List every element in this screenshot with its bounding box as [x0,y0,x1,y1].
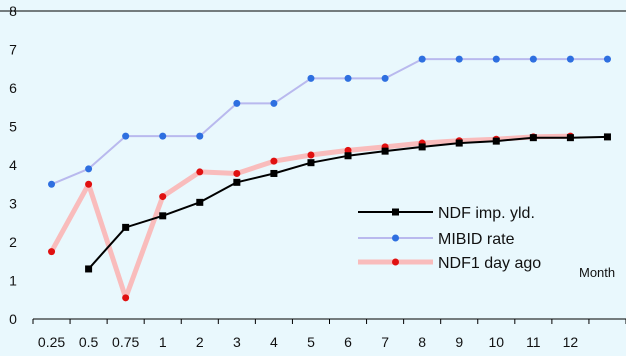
data-point [566,134,574,142]
data-point [196,168,204,176]
x-tick-label: 0.75 [112,334,139,350]
x-tick-label: 6 [344,334,352,350]
legend-item: NDF imp. yld. [358,205,535,222]
data-point [344,146,352,154]
data-point [233,169,241,177]
x-tick-label: 8 [418,334,426,350]
x-tick-label: 3 [233,334,241,350]
x-tick-label: 9 [455,334,463,350]
data-point [122,294,130,302]
x-axis-label: Month [579,265,615,280]
data-point [492,137,500,145]
data-point [159,132,167,140]
series-0 [85,133,611,273]
data-point [307,74,315,82]
data-point [307,159,315,167]
y-tick-label: 6 [9,80,17,96]
data-point [418,55,426,63]
x-axis-ticks: 0.25 0.5 0.75 1 2 3 4 5 6 7 8 9 10 11 12 [32,319,626,350]
legend-marker [392,234,399,242]
x-tick-label: 2 [196,334,204,350]
y-tick-label: 5 [9,119,17,135]
x-tick-label: 4 [270,334,278,350]
data-point [307,151,315,159]
legend-label: NDF1 day ago [438,255,541,272]
legend-marker [392,208,399,216]
data-point [85,165,93,173]
x-tick-label: 0.5 [79,334,99,350]
data-point [381,74,389,82]
data-point [492,55,500,63]
y-tick-label: 7 [9,42,17,58]
data-point [381,147,389,155]
data-point [270,169,278,177]
data-point [233,178,241,186]
data-point [159,193,167,201]
x-tick-label: 11 [526,334,541,350]
data-point [344,152,352,160]
data-point [196,132,204,140]
data-point [603,133,611,141]
data-point [455,139,463,147]
y-tick-label: 8 [9,3,17,19]
y-axis-ticks: 0 1 2 3 4 5 6 7 8 [9,3,17,327]
data-point [270,99,278,107]
x-tick-label: 10 [488,334,504,350]
data-point [566,55,574,63]
data-point [529,134,537,142]
data-point [196,198,204,206]
y-tick-label: 0 [9,311,17,327]
data-point [85,265,93,273]
x-tick-label: 1 [159,334,167,350]
y-tick-label: 2 [9,234,17,250]
data-point [233,99,241,107]
x-tick-label: 0.25 [38,334,65,350]
data-point [455,55,463,63]
legend-item: MIBID rate [358,231,515,248]
data-point [48,248,56,256]
plot-area [48,55,611,302]
legend-label: MIBID rate [438,231,515,248]
y-tick-label: 3 [9,196,17,212]
data-point [85,180,93,188]
y-tick-label: 1 [9,273,17,289]
data-point [418,143,426,151]
data-point [48,180,56,188]
x-tick-label: 12 [563,334,579,350]
data-point [122,132,130,140]
data-point [270,157,278,165]
series-line [50,58,609,186]
data-point [159,212,167,220]
legend-item: NDF1 day ago [358,255,541,272]
x-tick-label: 5 [307,334,315,350]
legend: NDF imp. yld. MIBID rate NDF1 day ago [358,205,541,272]
data-point [603,55,611,63]
data-point [529,55,537,63]
data-point [344,74,352,82]
data-point [122,223,130,231]
x-tick-label: 7 [381,334,389,350]
y-tick-label: 4 [9,157,17,173]
series-1 [48,55,611,188]
legend-label: NDF imp. yld. [438,205,535,222]
legend-marker [392,258,399,266]
